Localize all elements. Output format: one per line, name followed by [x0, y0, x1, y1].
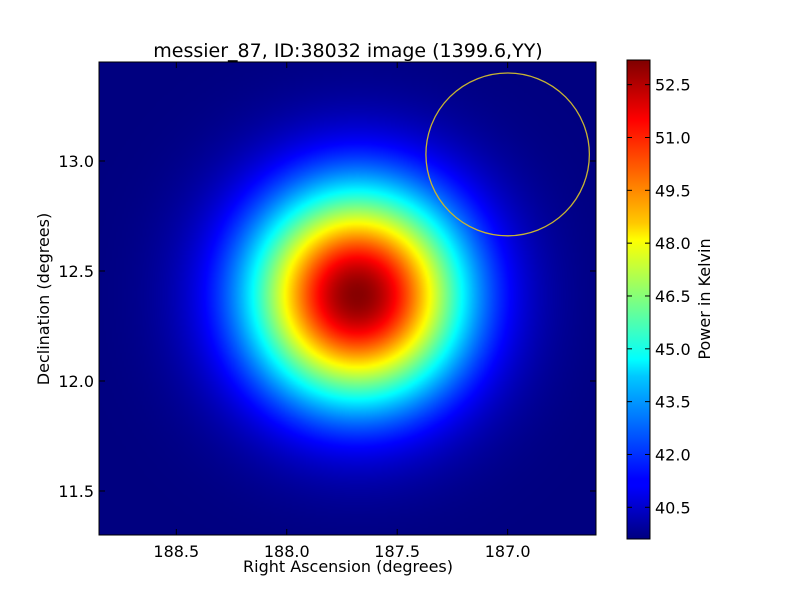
- colorbar-tick-label: 51.0: [655, 128, 691, 147]
- y-axis-label: Declination (degrees): [34, 213, 53, 385]
- x-tick-label: 187.0: [485, 542, 531, 561]
- colorbar-tick-label: 49.5: [655, 181, 691, 200]
- x-tick-label: 187.5: [374, 542, 420, 561]
- colorbar-tick-label: 45.0: [655, 340, 691, 359]
- colorbar-label: Power in Kelvin: [695, 238, 714, 359]
- x-axis-label: Right Ascension (degrees): [243, 557, 453, 576]
- colorbar: 40.5 42.0 43.5 45.0 46.5 48.0 49.5 51.0 52.5 Pow…: [626, 59, 714, 540]
- y-axis: 11.5 12.0 12.5 13.0: [58, 152, 596, 501]
- colorbar-tick-label: 40.5: [655, 498, 691, 517]
- y-tick-label: 11.5: [58, 482, 94, 501]
- colorbar-tick-label: 52.5: [655, 76, 691, 95]
- heatmap-image: [99, 62, 596, 535]
- x-tick-label: 188.5: [153, 542, 199, 561]
- colorbar-tick-label: 46.5: [655, 287, 691, 306]
- y-tick-label: 13.0: [58, 152, 94, 171]
- plot-area: [98, 61, 597, 536]
- colorbar-ticks: 40.5 42.0 43.5 45.0 46.5 48.0 49.5 51.0 52.5: [627, 76, 691, 517]
- colorbar-gradient: [626, 59, 651, 540]
- colorbar-tick-label: 43.5: [655, 393, 691, 412]
- y-tick-label: 12.0: [58, 372, 94, 391]
- colorbar-tick-label: 48.0: [655, 234, 691, 253]
- x-tick-label: 188.0: [264, 542, 310, 561]
- x-axis: 188.5 188.0 187.5 187.0: [153, 62, 531, 561]
- colorbar-tick-label: 42.0: [655, 445, 691, 464]
- region-circle: [425, 72, 591, 237]
- plot-frame: [98, 61, 597, 536]
- chart-title: messier_87, ID:38032 image (1399.6,YY): [153, 40, 542, 62]
- y-tick-label: 12.5: [58, 262, 94, 281]
